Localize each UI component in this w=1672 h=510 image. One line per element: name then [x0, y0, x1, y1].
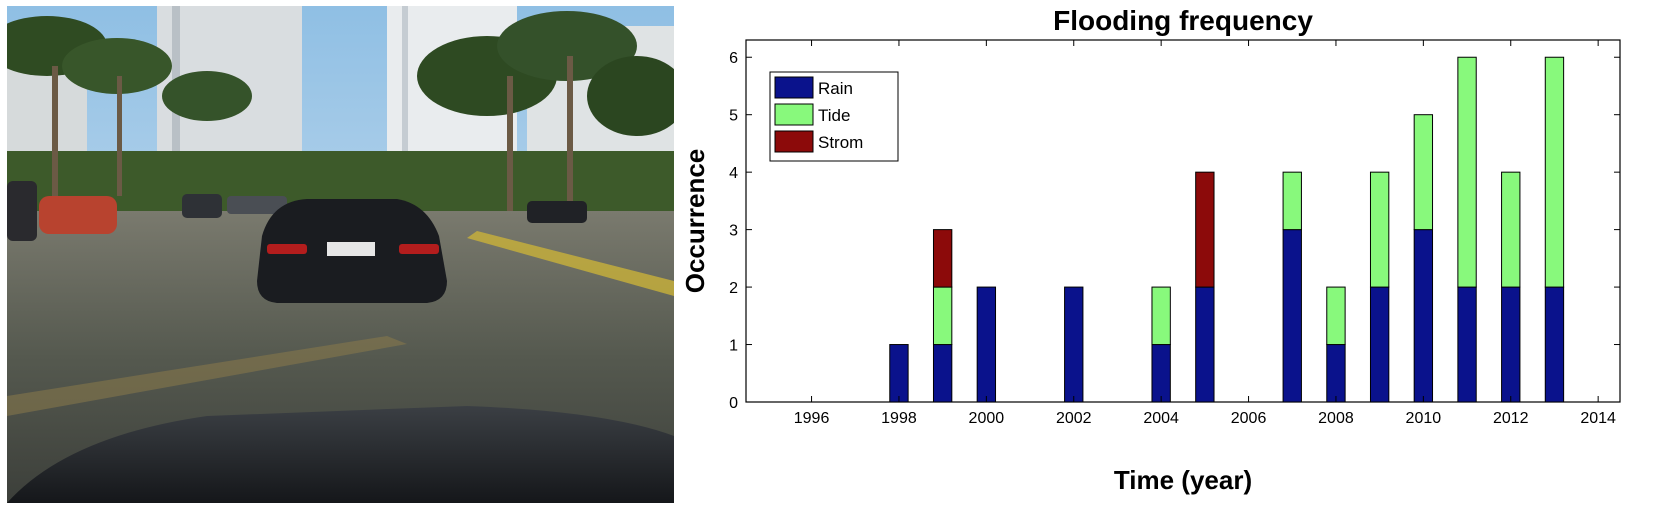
bar-rain-1998	[889, 344, 909, 403]
bar-tide-2009	[1369, 171, 1390, 288]
chart-canvas: Flooding frequency 1996 1998 2000 2002 2004 2…	[680, 5, 1621, 495]
flooding-frequency-chart: Flooding frequency 1996 1998 2000 2002 2004 2…	[680, 0, 1670, 510]
y-tick-label: 5	[729, 108, 738, 125]
bar-strom-1999	[932, 229, 953, 288]
x-tick-label: 2002	[1056, 410, 1092, 427]
y-tick-label: 6	[729, 50, 738, 67]
bar-rain-2002	[1064, 286, 1084, 403]
x-tick-label: 2008	[1318, 410, 1354, 427]
x-axis-ticks: 1996 1998 2000 2002 2004 2006 2008 2010 2012 2014	[794, 40, 1616, 427]
bar-rain-2007	[1282, 229, 1302, 403]
y-tick-label: 2	[729, 280, 738, 297]
bar-tide-2012	[1501, 171, 1521, 288]
x-tick-label: 1998	[881, 410, 917, 427]
bar-rain-2005	[1195, 286, 1215, 403]
red-parked-car	[39, 196, 117, 234]
bar-rain-2012	[1501, 286, 1521, 403]
bar-tide-2011	[1457, 56, 1477, 288]
bar-rain-1999	[932, 344, 953, 403]
x-axis-title: Time (year)	[1114, 465, 1252, 495]
legend: Rain Tide Strom	[769, 71, 899, 162]
car-hood-foreground	[7, 406, 674, 503]
x-tick-label: 2010	[1406, 410, 1442, 427]
y-tick-label: 4	[729, 165, 738, 182]
bar-tide-2007	[1282, 171, 1302, 231]
legend-label-rain: Rain	[818, 79, 853, 98]
chart-title: Flooding frequency	[1053, 5, 1313, 36]
bar-strom-2005	[1195, 171, 1215, 288]
bar-tide-2008	[1326, 286, 1346, 346]
y-tick-label: 3	[729, 223, 738, 240]
x-tick-label: 2006	[1231, 410, 1267, 427]
legend-label-strom: Strom	[818, 133, 863, 152]
bar-rain-2009	[1369, 286, 1390, 403]
y-tick-label: 1	[729, 338, 738, 355]
legend-swatch-tide	[774, 103, 814, 126]
bar-tide-2010	[1413, 114, 1434, 231]
x-tick-label: 2012	[1493, 410, 1529, 427]
legend-swatch-strom	[774, 130, 814, 153]
bar-rain-2010	[1413, 229, 1434, 403]
bar-rain-2011	[1457, 286, 1477, 403]
x-tick-label: 2004	[1143, 410, 1179, 427]
flooded-street-illustration	[7, 6, 674, 503]
x-tick-label: 1996	[794, 410, 830, 427]
parked-car-left	[7, 181, 37, 241]
bar-tide-1999	[932, 286, 953, 346]
y-axis-title: Occurrence	[680, 149, 710, 294]
legend-swatch-rain	[774, 76, 814, 99]
flooded-street-photo	[7, 6, 674, 503]
x-tick-label: 2000	[969, 410, 1005, 427]
bar-rain-2008	[1326, 344, 1346, 403]
y-tick-label: 0	[729, 395, 738, 412]
bar-tide-2004	[1151, 286, 1171, 346]
legend-label-tide: Tide	[818, 106, 850, 125]
bar-rain-2000	[976, 286, 997, 403]
x-tick-label: 2014	[1580, 410, 1616, 427]
bar-rain-2004	[1151, 344, 1171, 403]
license-plate	[327, 242, 375, 256]
bars-layer	[889, 56, 1565, 403]
bar-tide-2013	[1544, 56, 1565, 288]
bar-rain-2013	[1544, 286, 1565, 403]
y-axis-ticks: 0 1 2 3 4 5 6	[729, 50, 1620, 412]
